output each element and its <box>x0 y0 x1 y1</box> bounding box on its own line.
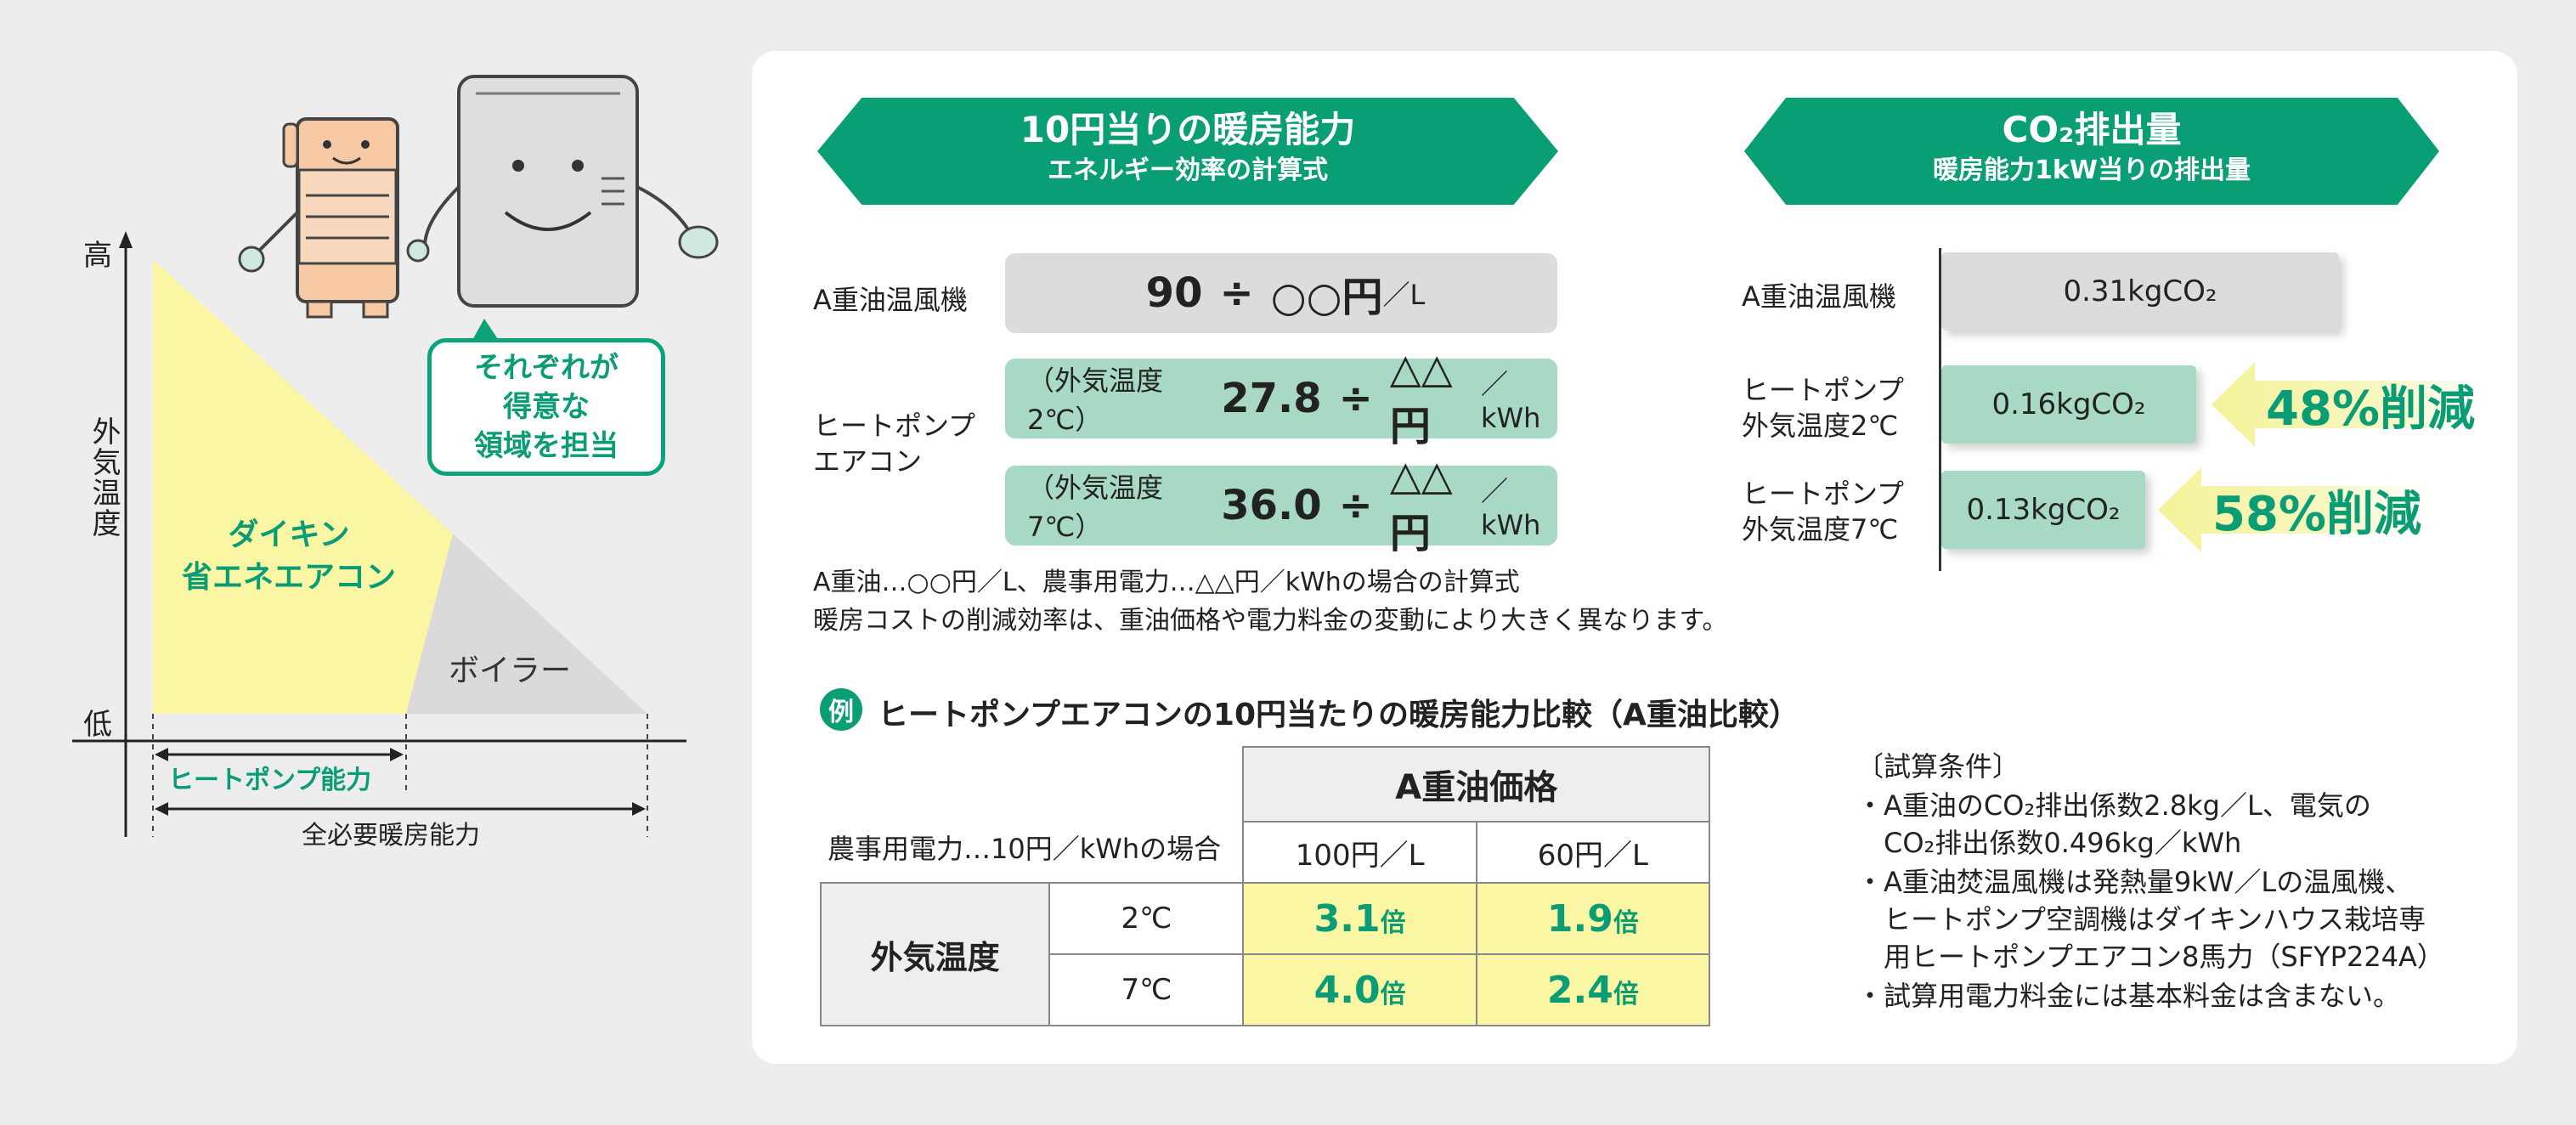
table-cell-unit: 倍 <box>1380 907 1406 938</box>
hp-formula-number: 27.8 <box>1221 375 1322 422</box>
hp-formula-price: △△円 <box>1389 452 1453 557</box>
co2-label-hp2: ヒートポンプ 外気温度2℃ <box>1742 374 1905 442</box>
hp-formula-operator: ÷ <box>1338 375 1373 422</box>
daikin-region-label: ダイキン 省エネエアコン <box>181 517 396 595</box>
oil-formula-price: ○○円 <box>1270 274 1383 321</box>
heatpump-character-icon <box>406 75 719 308</box>
table-col-header: 60円／L <box>1475 821 1711 884</box>
table-row-group: 外気温度 <box>819 882 1051 1026</box>
reduction-48-label: 48%削減 <box>2266 381 2476 437</box>
hp-formula-operator: ÷ <box>1338 482 1373 529</box>
heatpump-range-label: ヒートポンプ能力 <box>168 766 372 795</box>
oil-formula-number: 90 <box>1145 269 1203 317</box>
conditions-item: ・試算用電力料金には基本料金は含まない。 <box>1856 980 2401 1012</box>
y-axis-high: 高 <box>83 239 112 273</box>
table-corner-label: 農事用電力…10円／kWhの場合 <box>821 747 1244 884</box>
table-cell: 2.4倍 <box>1475 953 1711 1026</box>
total-range-label: 全必要暖房能力 <box>302 821 480 851</box>
example-badge: 例 <box>820 688 862 731</box>
hp-formula-unit: ／kWh <box>1480 475 1541 541</box>
table-row: 7℃ 4.0倍 2.4倍 <box>821 953 1711 1026</box>
heater-character-icon <box>238 117 399 319</box>
co2-banner-subtitle: 暖房能力1kW当りの排出量 <box>1933 155 2251 185</box>
table-row: 外気温度 2℃ 3.1倍 1.9倍 <box>819 882 1711 1026</box>
table-cell-value: 3.1 <box>1313 896 1381 941</box>
oil-formula: 90 ÷ ○○円 ／L <box>1005 253 1557 333</box>
capacity-diagram: 高 外気温度 低 ダイキン 省エネエアコン ボイラー それぞれが 得意な 領域を… <box>0 0 748 1125</box>
y-axis-low: 低 <box>83 708 112 742</box>
boiler-region-label: ボイラー <box>448 653 571 688</box>
table-cell-unit: 倍 <box>1613 907 1639 938</box>
conditions-item: ・A重油のCO₂排出係数2.8kg／L、電気の CO₂排出係数0.496kg／k… <box>1856 789 2371 859</box>
conditions-item: ・A重油焚温風機は発熱量9kW／Lの温風機、 ヒートポンプ空調機はダイキンハウス… <box>1856 866 2444 973</box>
oil-formula-operator: ÷ <box>1219 269 1254 317</box>
co2-label-hp7: ヒートポンプ 外気温度7℃ <box>1742 478 1905 546</box>
y-axis-title: 外気温度 <box>87 416 121 539</box>
table-cell: 3.1倍 <box>1242 882 1477 955</box>
y-axis-arrow <box>119 231 133 248</box>
table-cell-unit: 倍 <box>1613 979 1639 1009</box>
oil-formula-unit: ／L <box>1382 279 1426 311</box>
table-group-header: A重油価格 <box>1242 746 1710 823</box>
formula-note: A重油…○○円／L、農事用電力…△△円／kWhの場合の計算式 <box>813 568 1520 597</box>
diagram-graphics <box>72 75 719 837</box>
heatpump-label: ヒートポンプ エアコン <box>813 410 976 478</box>
co2-bar-oil: 0.31kgCO₂ <box>1941 252 2339 331</box>
speech-bubble: それぞれが 得意な 領域を担当 <box>427 338 665 476</box>
hp-formula-price: △△円 <box>1389 345 1453 450</box>
reduction-58: 58%削減 <box>2158 467 2430 552</box>
table-cell: 4.0倍 <box>1242 953 1477 1026</box>
oil-heater-label: A重油温風機 <box>813 284 968 316</box>
co2-axis-line <box>1939 248 1941 571</box>
conditions-title: 〔試算条件〕 <box>1856 750 2020 783</box>
table-cell-value: 4.0 <box>1313 968 1381 1012</box>
hp-formula-2c: （外気温度2℃） 27.8 ÷ △△円 ／kWh <box>1005 345 1557 450</box>
cost-banner-subtitle: エネルギー効率の計算式 <box>1048 155 1328 185</box>
co2-banner: CO₂排出量 暖房能力1kW当りの排出量 <box>1744 98 2439 205</box>
table-row-temp: 7℃ <box>1048 953 1245 1026</box>
hp-formula-unit: ／kWh <box>1480 368 1541 434</box>
table-cell-value: 2.4 <box>1546 968 1613 1012</box>
reduction-48: 48%削減 <box>2212 362 2483 447</box>
cost-banner: 10円当りの暖房能力 エネルギー効率の計算式 <box>817 98 1558 205</box>
cost-note: 暖房コストの削減効率は、重油価格や電力料金の変動により大きく異なります。 <box>813 606 1728 636</box>
co2-banner-title: CO₂排出量 <box>2002 109 2182 150</box>
main-panel: 10円当りの暖房能力 エネルギー効率の計算式 CO₂排出量 暖房能力1kW当りの… <box>752 51 2517 1064</box>
co2-label-oil: A重油温風機 <box>1742 280 1896 313</box>
table-cell-value: 1.9 <box>1546 896 1613 941</box>
heatpump-region <box>153 259 453 714</box>
hp-formula-cond: （外気温度7℃） <box>1027 472 1164 543</box>
table-cell: 1.9倍 <box>1475 882 1711 955</box>
table-col-header: 100円／L <box>1242 821 1477 884</box>
co2-bar-hp2: 0.16kgCO₂ <box>1941 365 2196 444</box>
cost-banner-title: 10円当りの暖房能力 <box>1020 109 1356 150</box>
hp-formula-cond: （外気温度2℃） <box>1027 365 1164 436</box>
hp-formula-number: 36.0 <box>1221 482 1322 529</box>
co2-bar-hp7: 0.13kgCO₂ <box>1941 471 2145 549</box>
example-title: ヒートポンプエアコンの10円当たりの暖房能力比較（A重油比較） <box>878 698 1799 732</box>
reduction-58-label: 58%削減 <box>2212 486 2422 542</box>
hp-formula-7c: （外気温度7℃） 36.0 ÷ △△円 ／kWh <box>1005 452 1557 557</box>
table-row-temp: 2℃ <box>1048 882 1245 955</box>
table-cell-unit: 倍 <box>1380 979 1406 1009</box>
comparison-table: 農事用電力…10円／kWhの場合 A重油価格 100円／L 60円／L 外気温度… <box>819 746 1711 1026</box>
